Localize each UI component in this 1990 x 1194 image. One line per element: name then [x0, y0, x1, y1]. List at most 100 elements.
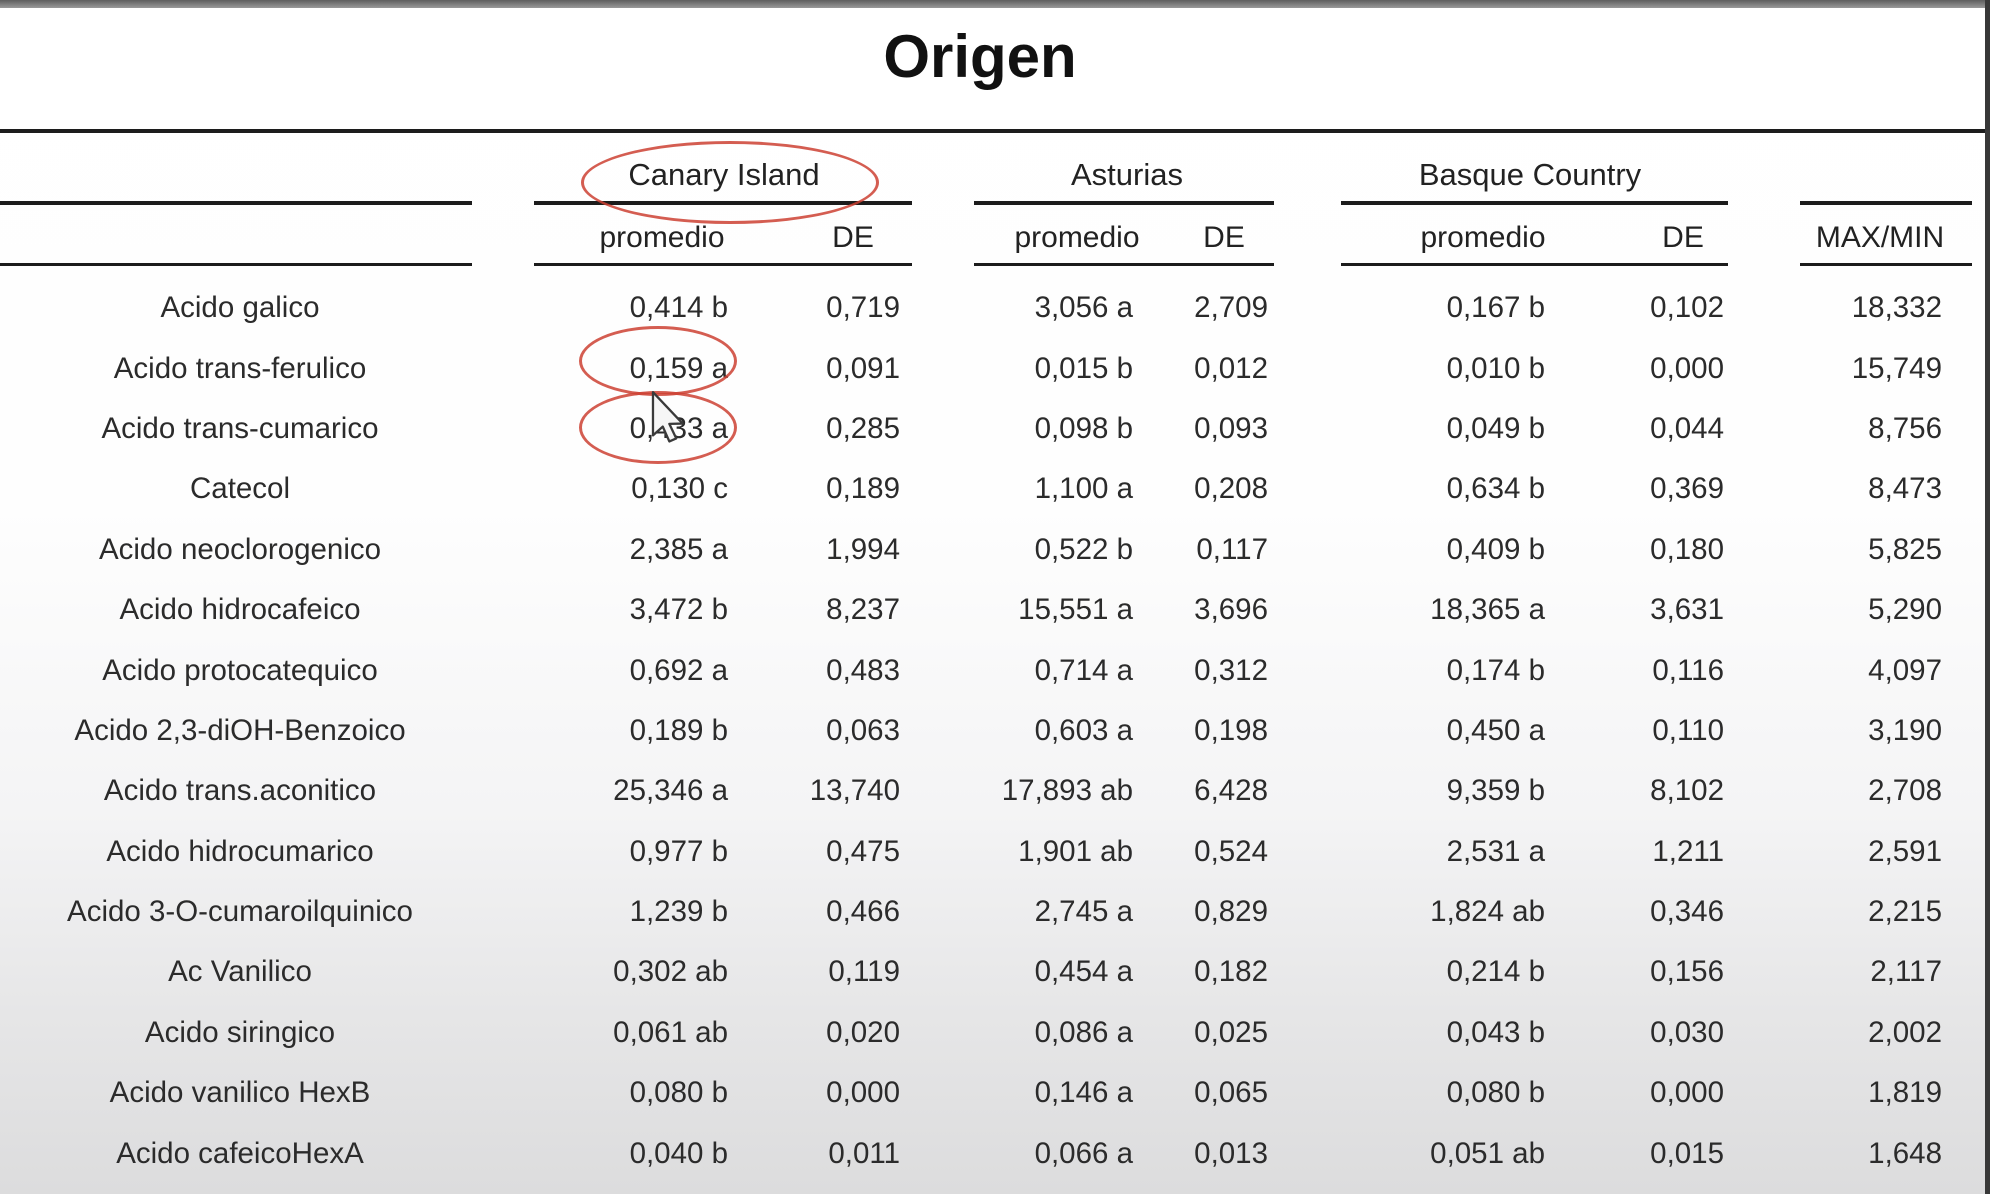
basque-de-cell: 0,000 [1650, 1076, 1724, 1110]
subheader-canary-de: DE [832, 221, 874, 254]
compound-name-cell: Catecol [189, 472, 291, 506]
compound-name-cell: Acido siringico [144, 1015, 336, 1049]
compound-name-cell: Ac Vanilico [168, 955, 312, 989]
column-header-basque-country: Basque Country [1418, 157, 1642, 192]
asturias-promedio-cell: 2,745 a [1034, 895, 1133, 929]
table-row: Acido vanilico HexB 0,080 b 0,000 0,146 … [0, 1063, 1944, 1123]
compound-name-cell: Acido 2,3-diOH-Benzoico [74, 713, 406, 747]
column-header-asturias: Asturias [1071, 157, 1183, 192]
asturias-de-cell: 0,182 [1194, 955, 1268, 989]
maxmin-cell: 2,002 [1868, 1015, 1942, 1049]
basque-de-cell: 0,044 [1650, 411, 1724, 445]
canary-promedio-cell: 0,302 ab [613, 955, 728, 989]
rule-stub-bottom [0, 263, 472, 266]
canary-de-cell: 0,020 [826, 1015, 900, 1049]
table-row: Acido siringico 0,061 ab 0,020 0,086 a 0… [0, 1003, 1944, 1063]
canary-promedio-cell: 0,061 ab [613, 1015, 728, 1049]
basque-promedio-cell: 0,450 a [1446, 713, 1545, 747]
canary-de-cell: 0,189 [826, 472, 900, 506]
asturias-promedio-cell: 0,522 b [1034, 532, 1133, 566]
compound-name-cell: Acido neoclorogenico [98, 532, 382, 566]
canary-de-cell: 0,466 [826, 895, 900, 929]
basque-de-cell: 0,030 [1650, 1015, 1724, 1049]
canary-promedio-cell: 25,346 a [613, 774, 728, 808]
asturias-de-cell: 0,117 [1196, 532, 1268, 566]
canary-de-cell: 0,063 [826, 713, 900, 747]
table-row: Acido cafeicoHexA 0,040 b 0,011 0,066 a … [0, 1123, 1944, 1183]
table-row: Acido trans-ferulico 0,159 a 0,091 0,015… [0, 338, 1944, 398]
basque-promedio-cell: 0,214 b [1446, 955, 1545, 989]
compound-name-cell: Acido hidrocumarico [106, 834, 374, 868]
table-row: Acido galico 0,414 b 0,719 3,056 a 2,709… [0, 278, 1944, 338]
basque-promedio-cell: 0,051 ab [1430, 1136, 1545, 1170]
subheader-asturias-de: DE [1203, 221, 1245, 254]
asturias-promedio-cell: 0,714 a [1034, 653, 1133, 687]
subheader-basque-de: DE [1662, 221, 1704, 254]
asturias-de-cell: 0,198 [1194, 713, 1268, 747]
basque-promedio-cell: 18,365 a [1430, 593, 1545, 627]
asturias-promedio-cell: 0,066 a [1034, 1136, 1133, 1170]
asturias-promedio-cell: 0,015 b [1034, 351, 1133, 385]
canary-promedio-cell: 0,040 b [629, 1136, 728, 1170]
maxmin-cell: 4,097 [1868, 653, 1942, 687]
canary-promedio-cell: 3,472 b [629, 593, 728, 627]
asturias-de-cell: 0,013 [1194, 1136, 1268, 1170]
table-row: Acido 2,3-diOH-Benzoico 0,189 b 0,063 0,… [0, 701, 1944, 761]
table-row: Acido hidrocafeico 3,472 b 8,237 15,551 … [0, 580, 1944, 640]
compound-name-cell: Acido protocatequico [102, 653, 378, 687]
compound-name-cell: Acido trans-ferulico [113, 351, 367, 385]
maxmin-cell: 2,117 [1870, 955, 1942, 989]
asturias-de-cell: 0,025 [1194, 1015, 1268, 1049]
maxmin-cell: 2,708 [1868, 774, 1942, 808]
asturias-de-cell: 6,428 [1194, 774, 1268, 808]
maxmin-cell: 1,648 [1868, 1136, 1942, 1170]
basque-de-cell: 3,631 [1650, 593, 1724, 627]
basque-de-cell: 1,211 [1652, 834, 1724, 868]
asturias-promedio-cell: 15,551 a [1018, 593, 1133, 627]
compound-name-cell: Acido galico [160, 291, 320, 325]
asturias-de-cell: 0,312 [1194, 653, 1268, 687]
basque-promedio-cell: 9,359 b [1446, 774, 1545, 808]
canary-de-cell: 8,237 [826, 593, 900, 627]
maxmin-cell: 5,290 [1868, 593, 1942, 627]
basque-promedio-cell: 2,531 a [1446, 834, 1545, 868]
maxmin-cell: 3,190 [1868, 713, 1942, 747]
maxmin-cell: 8,473 [1868, 472, 1942, 506]
asturias-de-cell: 0,093 [1194, 411, 1268, 445]
asturias-promedio-cell: 0,098 b [1034, 411, 1133, 445]
basque-de-cell: 8,102 [1650, 774, 1724, 808]
table-row: Ac Vanilico 0,302 ab 0,119 0,454 a 0,182… [0, 942, 1944, 1002]
canary-promedio-cell: 0,189 b [629, 713, 728, 747]
canary-promedio-cell: 1,239 b [629, 895, 728, 929]
canary-de-cell: 0,000 [826, 1076, 900, 1110]
table-row: Acido 3-O-cumaroilquinico 1,239 b 0,466 … [0, 882, 1944, 942]
basque-de-cell: 0,369 [1650, 472, 1724, 506]
canary-de-cell: 0,091 [826, 351, 900, 385]
basque-promedio-cell: 0,043 b [1446, 1015, 1545, 1049]
rule-maxmin-group [1800, 201, 1972, 205]
red-ellipse-trans-ferulico-value [579, 326, 737, 396]
table-row: Catecol 0,130 c 0,189 1,100 a 0,208 0,63… [0, 459, 1944, 519]
subheader-basque-promedio: promedio [1420, 221, 1546, 254]
table-row: Acido neoclorogenico 2,385 a 1,994 0,522… [0, 520, 1944, 580]
asturias-promedio-cell: 0,454 a [1034, 955, 1133, 989]
asturias-promedio-cell: 3,056 a [1034, 291, 1133, 325]
mouse-cursor-icon [651, 391, 688, 448]
compound-name-cell: Acido vanilico HexB [109, 1076, 371, 1110]
maxmin-cell: 15,749 [1851, 351, 1942, 385]
right-window-edge [1985, 0, 1990, 1194]
table-row: Acido trans.aconitico 25,346 a 13,740 17… [0, 761, 1944, 821]
rule-basque-sub [1341, 263, 1728, 266]
basque-promedio-cell: 0,409 b [1446, 532, 1545, 566]
basque-de-cell: 0,015 [1650, 1136, 1724, 1170]
canary-promedio-cell: 0,130 c [631, 472, 728, 506]
page-title: Origen [883, 23, 1077, 90]
compound-name-cell: Acido hidrocafeico [119, 593, 361, 627]
rule-asturias-group [974, 201, 1274, 205]
rule-basque-group [1341, 201, 1728, 205]
basque-de-cell: 0,180 [1650, 532, 1724, 566]
canary-de-cell: 0,011 [828, 1136, 900, 1170]
maxmin-cell: 2,591 [1868, 834, 1942, 868]
canary-de-cell: 0,475 [826, 834, 900, 868]
canary-de-cell: 13,740 [809, 774, 900, 808]
